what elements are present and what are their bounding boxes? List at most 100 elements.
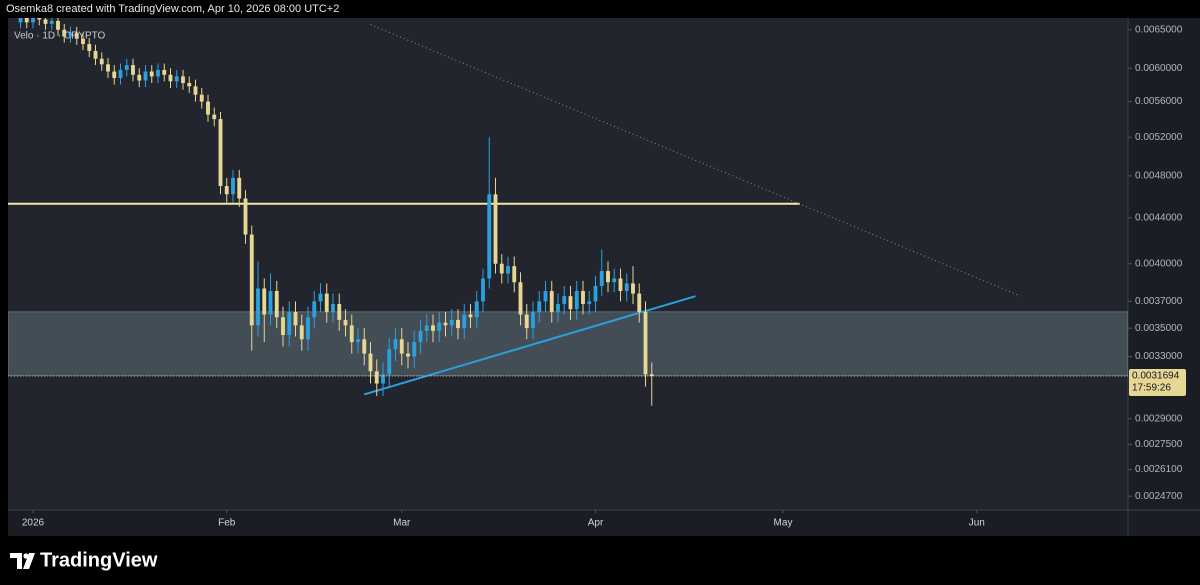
- candle-body: [362, 339, 367, 354]
- y-tick-label: 0.0044000: [1135, 212, 1183, 223]
- x-tick-label: May: [774, 518, 793, 529]
- candle-body: [62, 29, 67, 37]
- time-axis: [8, 510, 1200, 536]
- candle-body: [462, 314, 467, 329]
- candle-body: [206, 101, 210, 115]
- candle-body: [368, 353, 373, 372]
- candle-body: [281, 317, 285, 336]
- y-tick-label: 0.0060000: [1135, 63, 1183, 74]
- y-tick-label: 0.0048000: [1135, 171, 1183, 182]
- candle-body: [343, 319, 348, 326]
- candle-body: [456, 319, 460, 329]
- candle-body: [256, 288, 260, 326]
- drawing-line: [370, 24, 1021, 297]
- candle-body: [224, 186, 229, 195]
- x-tick-label: Feb: [218, 518, 236, 529]
- logo-mark: [10, 553, 22, 569]
- logo-mark: [23, 553, 29, 559]
- brand: TradingView: [40, 549, 158, 571]
- candle-body: [543, 291, 548, 302]
- plot-area: [8, 18, 1128, 510]
- candle-body: [599, 271, 604, 286]
- candle-body: [612, 278, 617, 283]
- plot: [8, 18, 1128, 406]
- candle-body: [268, 291, 273, 315]
- candle-body: [168, 74, 173, 82]
- candle-body: [124, 65, 129, 70]
- logo-mark: [23, 553, 35, 569]
- candle-body: [574, 291, 579, 310]
- candle-body: [262, 288, 267, 315]
- candle-body: [212, 114, 217, 120]
- candle-body: [506, 266, 510, 274]
- candle-body: [449, 319, 454, 326]
- candle-body: [181, 76, 185, 83]
- candle-body: [199, 94, 204, 102]
- candle-body: [418, 330, 423, 343]
- tv-logo: TradingView: [10, 549, 158, 571]
- candle-body: [499, 263, 504, 274]
- x-tick-label: Jun: [969, 518, 985, 529]
- last-price-label: 0.0031694: [1132, 371, 1180, 382]
- candle-body: [318, 293, 323, 302]
- candle-body: [631, 283, 635, 294]
- candle-body: [187, 82, 192, 87]
- candle-body: [487, 194, 492, 279]
- candle-body: [287, 311, 292, 336]
- candle-body: [193, 86, 198, 95]
- candle-body: [131, 65, 135, 75]
- candle-body: [349, 325, 354, 343]
- x-tick-label: Mar: [393, 518, 411, 529]
- price-axis: [1128, 18, 1200, 510]
- candle-body: [587, 301, 592, 304]
- candle-body: [99, 58, 104, 65]
- candle-body: [581, 291, 585, 304]
- candle-body: [112, 71, 117, 79]
- candle-body: [393, 339, 398, 350]
- candle-body: [93, 50, 98, 59]
- candle-body: [18, 18, 23, 23]
- candle-body: [81, 38, 85, 45]
- zone: [8, 311, 1128, 377]
- candle-body: [137, 74, 142, 81]
- x-tick-label: 2026: [22, 518, 45, 529]
- last-price-box: [1129, 368, 1186, 396]
- candle-body: [231, 177, 235, 195]
- y-tick-label: 0.0052000: [1135, 132, 1183, 143]
- candle-body: [243, 198, 248, 235]
- candle-body: [43, 19, 48, 24]
- candle-body: [512, 266, 517, 283]
- symbol-info: Velo · 1D · CRYPTO: [14, 31, 106, 42]
- candle-body: [381, 374, 385, 384]
- candle-body: [306, 317, 310, 340]
- candle-body: [406, 353, 410, 357]
- candle-body: [562, 296, 567, 304]
- candle-body: [106, 64, 110, 72]
- candle-body: [293, 311, 298, 326]
- y-tick-label: 0.0065000: [1135, 24, 1183, 35]
- candle-body: [468, 314, 473, 318]
- candle-body: [174, 76, 179, 82]
- candle-body: [218, 119, 223, 187]
- y-tick-label: 0.0029000: [1135, 413, 1183, 424]
- candle-body: [524, 314, 529, 329]
- candle-body: [518, 282, 523, 315]
- candle-body: [618, 278, 623, 292]
- candle-body: [537, 301, 542, 312]
- y-tick-label: 0.0024700: [1135, 491, 1183, 502]
- candle-body: [481, 278, 485, 302]
- candle-body: [237, 177, 242, 199]
- candle-body: [493, 194, 498, 264]
- candle-body: [331, 303, 335, 312]
- candle-body: [87, 44, 92, 51]
- candle-body: [162, 69, 167, 75]
- candle-body: [399, 339, 404, 354]
- y-tick-label: 0.0026100: [1135, 464, 1183, 475]
- candle-body: [624, 283, 629, 292]
- candle-body: [143, 71, 148, 81]
- candle-body: [549, 291, 554, 312]
- candle-body: [274, 291, 279, 318]
- y-tick-label: 0.0037000: [1135, 296, 1183, 307]
